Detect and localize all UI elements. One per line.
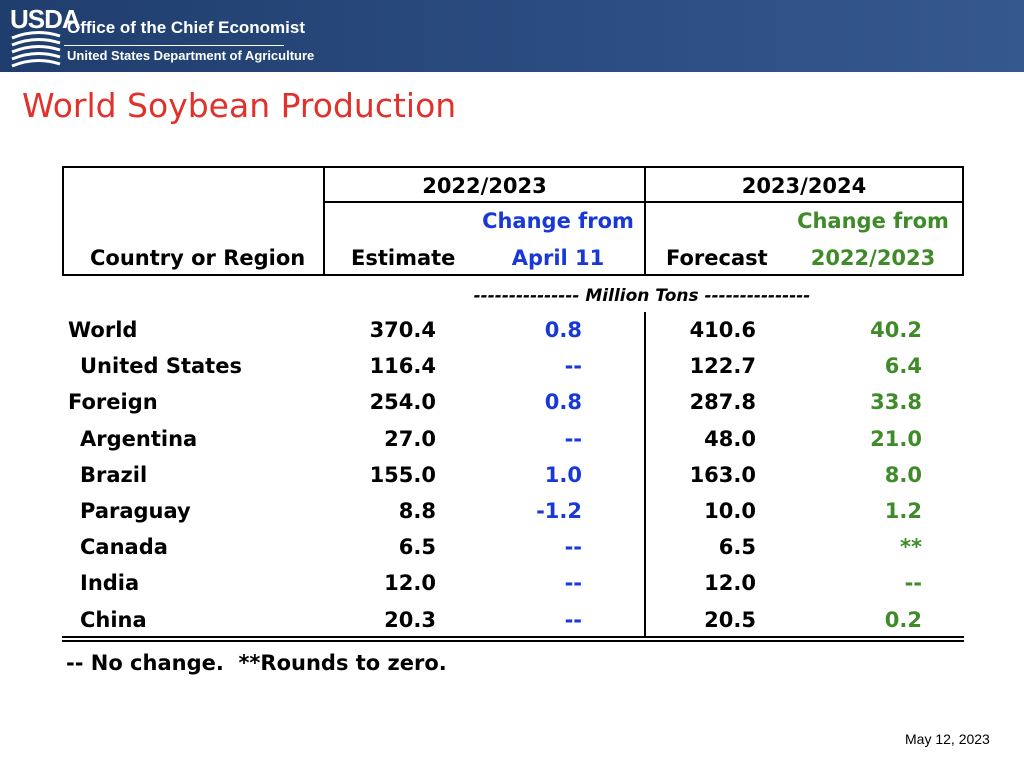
forecast-value: 10.0 <box>704 499 756 523</box>
change-april-value: -- <box>564 571 582 596</box>
org-name: Office of the Chief Economist <box>67 18 306 37</box>
change-april-header-line2: April 11 <box>511 246 605 270</box>
country-name: United States <box>80 354 242 379</box>
forecast-value: 48.0 <box>704 426 756 451</box>
usda-logo: USDA <box>10 4 81 68</box>
country-name: Brazil <box>80 462 148 487</box>
estimate-value: 116.4 <box>369 354 436 379</box>
change-april-value: 0.8 <box>544 318 582 342</box>
forecast-value: 163.0 <box>689 462 756 487</box>
forecast-value: 287.8 <box>689 390 756 415</box>
body-divider <box>644 312 646 638</box>
units-label: --------------- Million Tons -----------… <box>473 286 811 306</box>
department-name: United States Department of Agriculture <box>67 48 315 63</box>
estimate-value: 155.0 <box>369 462 436 487</box>
forecast-value: 122.7 <box>689 354 756 379</box>
date-label: May 12, 2023 <box>905 731 990 747</box>
change-april-value: 1.0 <box>544 462 582 487</box>
forecast-value: 20.5 <box>704 607 756 632</box>
estimate-value: 370.4 <box>369 318 436 342</box>
change-april-value: -- <box>564 607 582 632</box>
header-divider <box>64 45 284 46</box>
year-row-divider <box>323 201 962 203</box>
change-year-value: 1.2 <box>884 499 922 523</box>
change-year-value: 21.0 <box>870 426 922 451</box>
table-row: Foreign 254.0 0.8 287.8 33.8 <box>62 390 964 426</box>
logo-text: USDA <box>10 4 81 34</box>
production-table: Country or Region 2022/2023 2023/2024 Es… <box>62 166 964 642</box>
estimate-value: 12.0 <box>384 571 436 596</box>
estimate-header: Estimate <box>351 246 456 270</box>
change-year-value: 40.2 <box>870 318 922 342</box>
table-row: World 370.4 0.8 410.6 40.2 <box>62 318 964 354</box>
footnote: -- No change. **Rounds to zero. <box>66 651 447 675</box>
change-april-header-line1: Change from <box>482 209 634 233</box>
table-row: Argentina 27.0 -- 48.0 21.0 <box>62 427 964 463</box>
country-name: Foreign <box>68 390 158 415</box>
country-name: Paraguay <box>80 499 191 523</box>
estimate-value: 8.8 <box>398 499 436 523</box>
change-year-value: 8.0 <box>884 462 922 487</box>
table-row: Paraguay 8.8 -1.2 10.0 1.2 <box>62 499 964 535</box>
forecast-value: 12.0 <box>704 571 756 596</box>
change-year-value: 6.4 <box>884 354 922 379</box>
estimate-value: 6.5 <box>398 535 436 560</box>
estimate-value: 20.3 <box>384 607 436 632</box>
estimate-value: 254.0 <box>369 390 436 415</box>
change-year-header-line2: 2022/2023 <box>810 246 936 270</box>
header-divider-1 <box>323 166 325 274</box>
country-name: World <box>68 318 138 342</box>
change-april-value: -- <box>564 535 582 560</box>
change-year-value: -- <box>904 571 922 596</box>
country-name: Canada <box>80 535 168 560</box>
change-year-value: 33.8 <box>870 390 922 415</box>
change-year-value: ** <box>900 535 922 560</box>
period1-label: 2022/2023 <box>422 174 547 198</box>
estimate-value: 27.0 <box>384 426 436 451</box>
forecast-header: Forecast <box>666 246 768 270</box>
row-header-label: Country or Region <box>90 246 306 270</box>
page-title: World Soybean Production <box>22 86 457 125</box>
change-april-value: -1.2 <box>536 499 582 523</box>
logo-field-icon <box>11 31 61 68</box>
table-row: China 20.3 -- 20.5 0.2 <box>62 608 964 644</box>
header-divider-2 <box>644 166 646 274</box>
table-header-box <box>62 166 964 276</box>
change-april-value: 0.8 <box>544 390 582 415</box>
country-name: China <box>80 607 147 632</box>
change-year-value: 0.2 <box>884 607 922 632</box>
country-name: Argentina <box>80 426 198 451</box>
change-april-value: -- <box>564 426 582 451</box>
forecast-value: 6.5 <box>718 535 756 560</box>
table-row: Canada 6.5 -- 6.5 ** <box>62 535 964 571</box>
change-year-header-line1: Change from <box>797 209 949 233</box>
table-row: United States 116.4 -- 122.7 6.4 <box>62 354 964 390</box>
table-bottom-rule <box>62 636 964 642</box>
country-name: India <box>80 571 140 596</box>
period2-label: 2023/2024 <box>741 174 867 198</box>
table-row: Brazil 155.0 1.0 163.0 8.0 <box>62 463 964 499</box>
table-row: India 12.0 -- 12.0 -- <box>62 571 964 607</box>
change-april-value: -- <box>564 354 582 379</box>
forecast-value: 410.6 <box>689 318 756 342</box>
header-banner: USDA Office of the Chief Economist Unite… <box>0 0 1024 72</box>
